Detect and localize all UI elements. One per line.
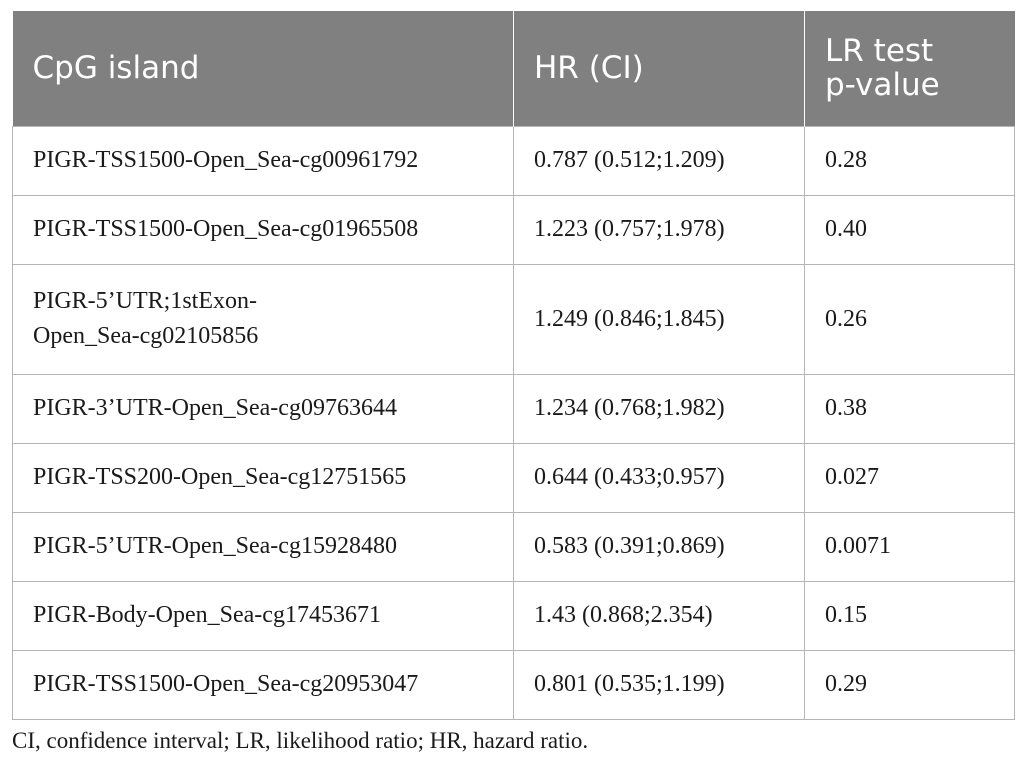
cell-cpg-island: PIGR-TSS1500-Open_Sea-cg00961792 bbox=[12, 125, 514, 196]
cell-cpg-island-line-2: Open_Sea-cg02105856 bbox=[33, 323, 259, 349]
cell-p-value: 0.26 bbox=[804, 263, 1015, 375]
header-lr-test-pvalue: LR test p-value bbox=[804, 11, 1015, 126]
cell-cpg-island-line-1: PIGR-5’UTR;1stExon- bbox=[33, 288, 257, 315]
header-cpg-island-text: CpG island bbox=[32, 49, 200, 86]
cell-p-value: 0.40 bbox=[804, 194, 1015, 265]
cell-p-value: 0.38 bbox=[804, 373, 1015, 444]
cell-hr-ci: 1.43 (0.868;2.354) bbox=[513, 580, 805, 651]
cell-cpg-island: PIGR-Body-Open_Sea-cg17453671 bbox=[12, 580, 514, 651]
cell-p-value: 0.0071 bbox=[804, 511, 1015, 582]
cell-hr-ci: 1.234 (0.768;1.982) bbox=[513, 373, 805, 444]
cell-hr-ci: 0.801 (0.535;1.199) bbox=[513, 649, 805, 720]
cell-cpg-island: PIGR-TSS1500-Open_Sea-cg20953047 bbox=[12, 649, 514, 720]
cell-cpg-island: PIGR-5’UTR-Open_Sea-cg15928480 bbox=[12, 511, 514, 582]
cell-p-value: 0.15 bbox=[804, 580, 1015, 651]
cell-cpg-island: PIGR-5’UTR;1stExon- Open_Sea-cg02105856 bbox=[12, 263, 514, 375]
table-row: PIGR-TSS1500-Open_Sea-cg00961792 0.787 (… bbox=[12, 125, 1015, 196]
header-lr-line-1: LR test bbox=[825, 32, 934, 69]
table-row: PIGR-3’UTR-Open_Sea-cg09763644 1.234 (0.… bbox=[12, 373, 1015, 444]
cell-hr-ci: 1.249 (0.846;1.845) bbox=[513, 263, 805, 375]
cell-hr-ci: 1.223 (0.757;1.978) bbox=[513, 194, 805, 265]
header-row: CpG island HR (CI) LR test p-value bbox=[12, 11, 1015, 126]
header-cpg-island: CpG island bbox=[12, 11, 514, 126]
cell-p-value: 0.28 bbox=[804, 125, 1015, 196]
table-row: PIGR-TSS1500-Open_Sea-cg01965508 1.223 (… bbox=[12, 194, 1015, 265]
cell-cpg-island: PIGR-3’UTR-Open_Sea-cg09763644 bbox=[12, 373, 514, 444]
cell-p-value: 0.027 bbox=[804, 442, 1015, 513]
cpg-island-table: CpG island HR (CI) LR test p-value PIGR-… bbox=[12, 11, 1015, 720]
cell-hr-ci: 0.644 (0.433;0.957) bbox=[513, 442, 805, 513]
table-header: CpG island HR (CI) LR test p-value bbox=[12, 11, 1015, 126]
table-row: PIGR-5’UTR;1stExon- Open_Sea-cg02105856 … bbox=[12, 263, 1015, 375]
cell-cpg-island: PIGR-TSS200-Open_Sea-cg12751565 bbox=[12, 442, 514, 513]
cell-p-value: 0.29 bbox=[804, 649, 1015, 720]
results-table-container: CpG island HR (CI) LR test p-value PIGR-… bbox=[12, 11, 1015, 720]
cell-hr-ci: 0.787 (0.512;1.209) bbox=[513, 125, 805, 196]
cell-cpg-island: PIGR-TSS1500-Open_Sea-cg01965508 bbox=[12, 194, 514, 265]
table-body: PIGR-TSS1500-Open_Sea-cg00961792 0.787 (… bbox=[12, 125, 1015, 720]
header-hr-ci: HR (CI) bbox=[513, 11, 805, 126]
header-lr-line-2: p-value bbox=[825, 67, 940, 104]
table-row: PIGR-TSS200-Open_Sea-cg12751565 0.644 (0… bbox=[12, 442, 1015, 513]
header-hr-ci-text: HR (CI) bbox=[534, 49, 644, 86]
table-footnote: CI, confidence interval; LR, likelihood … bbox=[12, 728, 589, 753]
cell-hr-ci: 0.583 (0.391;0.869) bbox=[513, 511, 805, 582]
table-row: PIGR-5’UTR-Open_Sea-cg15928480 0.583 (0.… bbox=[12, 511, 1015, 582]
table-row: PIGR-Body-Open_Sea-cg17453671 1.43 (0.86… bbox=[12, 580, 1015, 651]
table-row: PIGR-TSS1500-Open_Sea-cg20953047 0.801 (… bbox=[12, 649, 1015, 720]
